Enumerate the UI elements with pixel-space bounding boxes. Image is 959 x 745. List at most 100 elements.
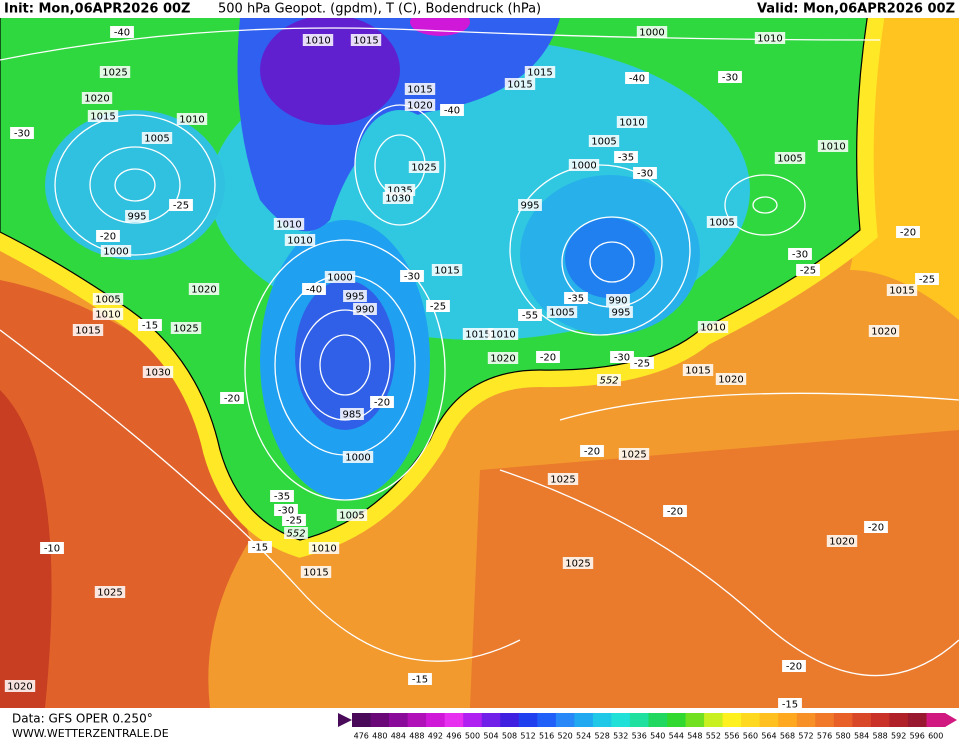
label-box — [682, 364, 714, 376]
legend-swatch — [926, 713, 946, 727]
legend-label: 556 — [724, 732, 739, 741]
pressure-label: 1020 — [191, 285, 216, 296]
label-box — [92, 308, 124, 320]
label-box — [706, 216, 738, 228]
label-box — [487, 328, 519, 340]
pressure-label: 1005 — [709, 218, 734, 229]
label-box — [864, 521, 888, 533]
temperature-label: -40 — [114, 28, 130, 39]
label-box — [524, 66, 556, 78]
label-box — [580, 445, 604, 457]
legend-arrow — [338, 713, 352, 727]
legend-label: 552 — [706, 732, 721, 741]
label-box — [562, 557, 594, 569]
legend-label: 584 — [854, 732, 869, 741]
pressure-label: 1000 — [327, 273, 352, 284]
label-box — [546, 306, 578, 318]
legend-swatch — [389, 713, 409, 727]
pressure-label: 1030 — [145, 368, 170, 379]
label-box — [81, 92, 113, 104]
legend-label: 476 — [354, 732, 369, 741]
label-box — [754, 32, 786, 44]
map-title: 500 hPa Geopot. (gpdm), T (C), Bodendruc… — [218, 2, 541, 17]
temperature-label: -30 — [14, 129, 30, 140]
label-box — [353, 303, 377, 315]
pressure-label: 1015 — [434, 266, 459, 277]
temperature-label: -30 — [792, 250, 808, 261]
label-box — [170, 322, 202, 334]
temperature-label: -25 — [286, 516, 302, 527]
label-box — [220, 392, 244, 404]
label-box — [886, 284, 918, 296]
legend-swatch — [574, 713, 594, 727]
legend-swatch — [611, 713, 631, 727]
pressure-label: 1010 — [179, 115, 204, 126]
pressure-label: 1015 — [75, 326, 100, 337]
color-legend: 476 480 484 488 492 496 500 504 508 512 516 520 524 5… — [338, 713, 957, 741]
temperature-label: -30 — [722, 73, 738, 84]
label-box — [40, 542, 64, 554]
label-box — [302, 34, 334, 46]
legend-swatch — [500, 713, 520, 727]
label-box — [630, 357, 654, 369]
pressure-label: 1020 — [490, 354, 515, 365]
label-box — [343, 290, 367, 302]
label-box — [431, 264, 463, 276]
pressure-label: 1025 — [411, 163, 436, 174]
field — [850, 18, 959, 320]
pressure-label: 1010 — [311, 544, 336, 555]
legend-swatch — [407, 713, 427, 727]
label-box — [400, 270, 424, 282]
label-box — [718, 71, 742, 83]
label-box — [99, 66, 131, 78]
pressure-label: 1000 — [571, 161, 596, 172]
website: WWW.WETTERZENTRALE.DE — [12, 727, 169, 740]
pressure-label: 1010 — [276, 220, 301, 231]
legend-label: 504 — [483, 732, 498, 741]
label-box — [282, 514, 306, 526]
label-box — [110, 26, 134, 38]
legend-label: 488 — [409, 732, 424, 741]
legend-label: 572 — [798, 732, 813, 741]
temperature-label: -25 — [919, 275, 935, 286]
label-box — [141, 132, 173, 144]
pressure-label: 995 — [345, 292, 364, 303]
temperature-label: -25 — [634, 359, 650, 370]
pressure-label: 552 — [286, 529, 305, 540]
label-box — [284, 234, 316, 246]
label-box — [125, 210, 149, 222]
legend-swatch — [815, 713, 835, 727]
temperature-label: -20 — [786, 662, 802, 673]
label-box — [10, 127, 34, 139]
pressure-label: 1020 — [718, 375, 743, 386]
label-box — [4, 680, 36, 692]
temperature-label: -35 — [568, 294, 584, 305]
label-box — [782, 660, 806, 672]
label-box — [270, 490, 294, 502]
label-box — [404, 99, 436, 111]
pressure-label: 1015 — [303, 568, 328, 579]
label-box — [92, 293, 124, 305]
field — [0, 390, 52, 708]
pressure-label: 1010 — [287, 236, 312, 247]
label-box — [336, 509, 368, 521]
legend-swatch — [759, 713, 779, 727]
pressure-label: 1020 — [84, 94, 109, 105]
pressure-label: 1000 — [639, 28, 664, 39]
label-box — [72, 324, 104, 336]
temperature-label: -20 — [224, 394, 240, 405]
temperature-label: -30 — [614, 353, 630, 364]
legend-label: 540 — [650, 732, 665, 741]
label-box — [625, 72, 649, 84]
pressure-label: 1005 — [591, 137, 616, 148]
label-box — [663, 505, 687, 517]
legend-label: 548 — [687, 732, 702, 741]
legend-swatch — [741, 713, 761, 727]
label-box — [796, 264, 820, 276]
pressure-label: 995 — [611, 308, 630, 319]
pressure-label: 1015 — [889, 286, 914, 297]
pressure-label: 1025 — [621, 450, 646, 461]
pressure-label: 1035 — [387, 186, 412, 197]
temperature-label: -15 — [252, 543, 268, 554]
temperature-label: -20 — [868, 523, 884, 534]
